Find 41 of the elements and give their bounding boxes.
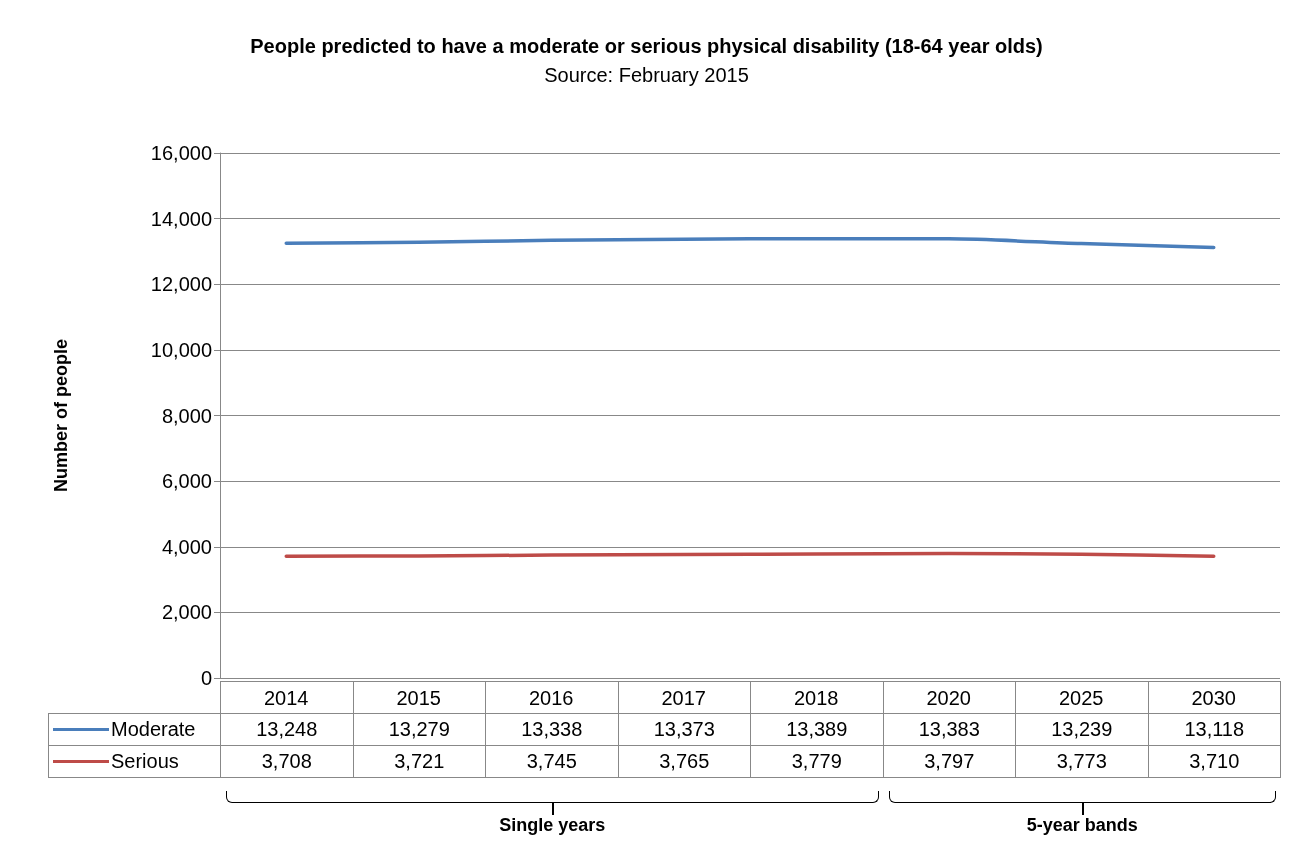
y-tick-label: 4,000 bbox=[161, 535, 212, 558]
legend-label: Moderate bbox=[48, 713, 221, 746]
data-label: 3,773 bbox=[1015, 745, 1149, 778]
data-label: 13,239 bbox=[1015, 713, 1149, 746]
data-label: 3,745 bbox=[485, 745, 619, 778]
line-series bbox=[284, 236, 1216, 250]
data-label: 13,338 bbox=[485, 713, 619, 746]
x-tick-label: 2015 bbox=[396, 687, 441, 709]
data-label: 3,710 bbox=[1147, 745, 1281, 778]
x-tick-label: 2018 bbox=[794, 687, 839, 709]
y-tick-label: 12,000 bbox=[150, 273, 212, 296]
data-label: 13,373 bbox=[617, 713, 751, 746]
x-tick-label: 2017 bbox=[661, 687, 706, 709]
legend-label: Serious bbox=[48, 745, 221, 778]
y-tick-label: 6,000 bbox=[161, 470, 212, 493]
data-label: 3,797 bbox=[882, 745, 1016, 778]
x-tick-label: 2014 bbox=[264, 687, 309, 709]
x-tick-label: 2016 bbox=[529, 687, 574, 709]
y-tick-label: 0 bbox=[200, 667, 212, 689]
x-tick-label: 2020 bbox=[926, 687, 971, 709]
y-tick-label: 2,000 bbox=[161, 601, 212, 624]
chart-subtitle: Source: February 2015 bbox=[544, 64, 749, 86]
y-axis-title: Number of people bbox=[51, 338, 71, 493]
data-label: 3,779 bbox=[750, 745, 884, 778]
x-tick-label: 2030 bbox=[1191, 687, 1236, 709]
data-label: 3,708 bbox=[220, 745, 354, 778]
data-label: 13,279 bbox=[352, 713, 486, 746]
y-tick-label: 14,000 bbox=[150, 207, 212, 230]
text: Single years bbox=[498, 815, 607, 836]
x-tick-label: 2025 bbox=[1059, 687, 1104, 709]
data-label: 13,248 bbox=[220, 713, 354, 746]
data-label: 3,721 bbox=[352, 745, 486, 778]
chart-title: People predicted to have a moderate or serious physical disability (18-64 year olds) bbox=[250, 35, 1043, 57]
y-tick-label: 8,000 bbox=[161, 404, 212, 427]
text: 5-year bands bbox=[1025, 815, 1139, 836]
data-label: 13,118 bbox=[1147, 713, 1281, 746]
y-tick-label: 10,000 bbox=[150, 338, 212, 361]
data-label: 13,389 bbox=[750, 713, 884, 746]
data-label: 13,383 bbox=[882, 713, 1016, 746]
data-label: 3,765 bbox=[617, 745, 751, 778]
y-tick-label: 16,000 bbox=[150, 142, 212, 164]
